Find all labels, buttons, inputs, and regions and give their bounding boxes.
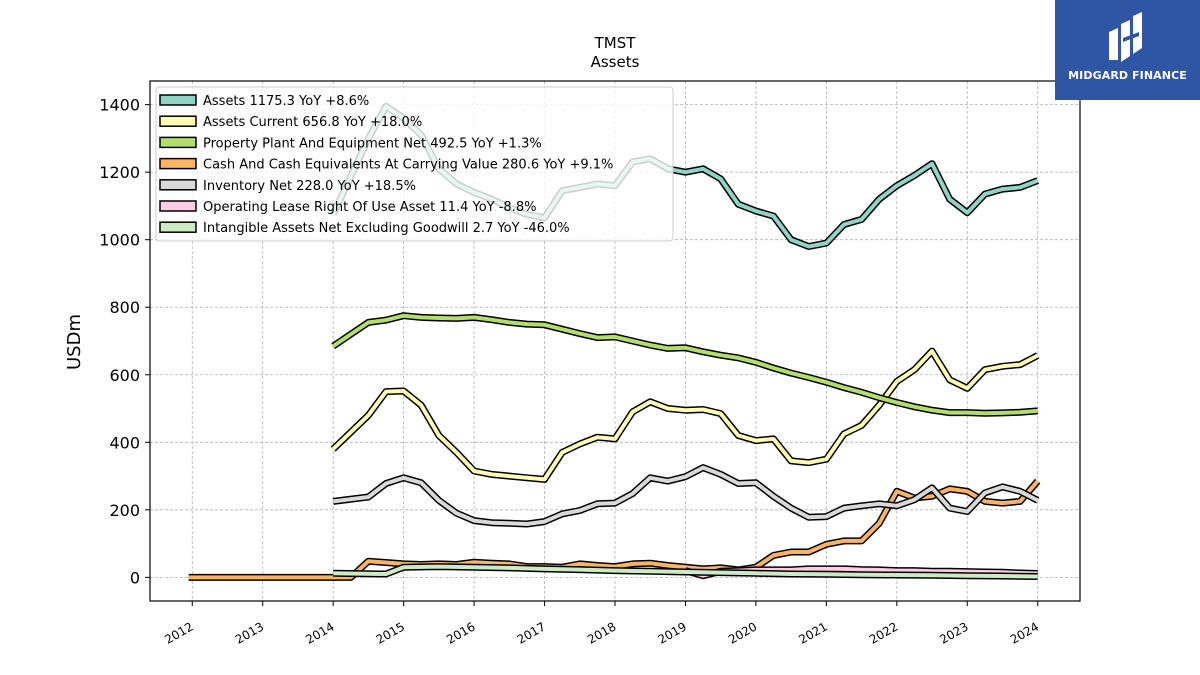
x-tick-label: 2013 — [233, 619, 266, 646]
y-tick-label: 600 — [109, 366, 140, 385]
y-axis-label: USDm — [64, 314, 85, 370]
y-tick-label: 1400 — [99, 96, 140, 115]
legend-label: Cash And Cash Equivalents At Carrying Va… — [203, 158, 613, 173]
series-line — [188, 479, 1040, 580]
series-line — [331, 349, 1039, 482]
legend-swatch — [159, 157, 197, 170]
legend-swatch — [159, 200, 197, 212]
x-tick-label: 2023 — [937, 619, 970, 646]
series-line-outline — [330, 347, 1040, 483]
chart-subtitle: Assets — [591, 53, 640, 71]
x-tick-label: 2020 — [726, 619, 759, 646]
series-lines — [188, 102, 1041, 581]
x-tick-label: 2014 — [303, 619, 336, 646]
series-line — [333, 564, 1038, 579]
legend-label: Assets Current 656.8 YoY +18.0% — [203, 115, 422, 130]
x-tick-label: 2015 — [374, 619, 407, 646]
y-tick-label: 400 — [109, 433, 140, 452]
legend-label: Assets 1175.3 YoY +8.6% — [203, 94, 369, 109]
legend-label: Inventory Net 228.0 YoY +18.5% — [203, 179, 416, 194]
legend-swatch — [159, 179, 197, 191]
series-line — [332, 465, 1039, 526]
chart-title: TMST — [594, 34, 637, 52]
y-tick-label: 1200 — [99, 163, 140, 182]
legend: Assets 1175.3 YoY +8.6% Assets Current 65… — [155, 86, 674, 242]
legend-label: Property Plant And Equipment Net 492.5 Y… — [203, 136, 542, 151]
x-tick-label: 2017 — [515, 619, 548, 646]
legend-label: Operating Lease Right Of Use Asset 11.4 … — [203, 200, 536, 215]
brand-name: MIDGARD FINANCE — [1068, 69, 1187, 82]
legend-swatch — [159, 221, 197, 233]
y-tick-label: 800 — [109, 298, 140, 317]
y-tick-label: 200 — [109, 501, 140, 520]
legend-swatch — [159, 115, 197, 127]
y-tick-label: 0 — [130, 568, 140, 587]
midgard-logo-icon — [1109, 12, 1142, 62]
x-tick-label: 2019 — [656, 619, 689, 646]
x-tick-label: 2016 — [444, 619, 477, 646]
brand-logo: MIDGARD FINANCE — [1055, 0, 1200, 100]
x-tick-label: 2018 — [585, 619, 618, 646]
x-tick-label: 2024 — [1008, 619, 1041, 646]
x-tick-label: 2021 — [796, 619, 829, 646]
y-tick-label: 1000 — [99, 231, 140, 250]
legend-label: Intangible Assets Net Excluding Goodwill… — [203, 221, 570, 236]
legend-box — [155, 86, 674, 242]
legend-swatch — [159, 94, 197, 106]
legend-swatch — [159, 136, 197, 149]
x-tick-label: 2012 — [162, 619, 195, 646]
series-line — [332, 313, 1038, 416]
x-tick-label: 2022 — [867, 619, 900, 646]
